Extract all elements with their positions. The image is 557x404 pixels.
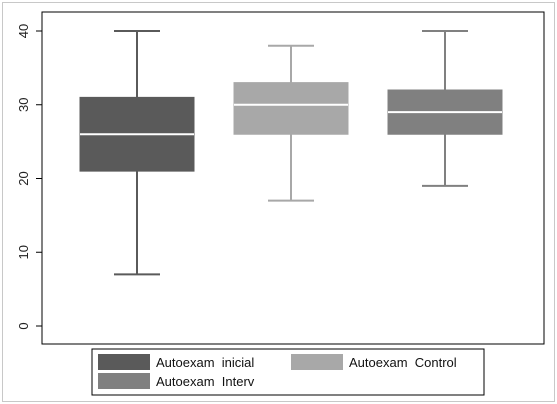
legend-label: Autoexam Interv [156,374,255,389]
plot-area [41,11,545,345]
legend-entries: Autoexam inicial Autoexam Control Autoexam… [98,354,457,389]
box-series [79,30,503,276]
iqr-box [233,82,349,135]
legend-label: Autoexam Control [349,355,457,370]
legend [91,348,485,396]
y-tick-label: 0 [16,322,31,329]
box-3 [387,30,503,187]
legend-swatch [291,354,343,370]
legend-swatch [98,373,150,389]
legend-label: Autoexam inicial [156,355,254,370]
y-tick-label: 30 [16,98,31,112]
legend-swatch [98,354,150,370]
y-axis-ticks: 0 10 20 30 40 [16,24,42,330]
box-2 [233,44,349,202]
y-tick-label: 10 [16,245,31,259]
y-tick-label: 40 [16,24,31,38]
box-1 [79,30,195,276]
y-tick-label: 20 [16,171,31,185]
